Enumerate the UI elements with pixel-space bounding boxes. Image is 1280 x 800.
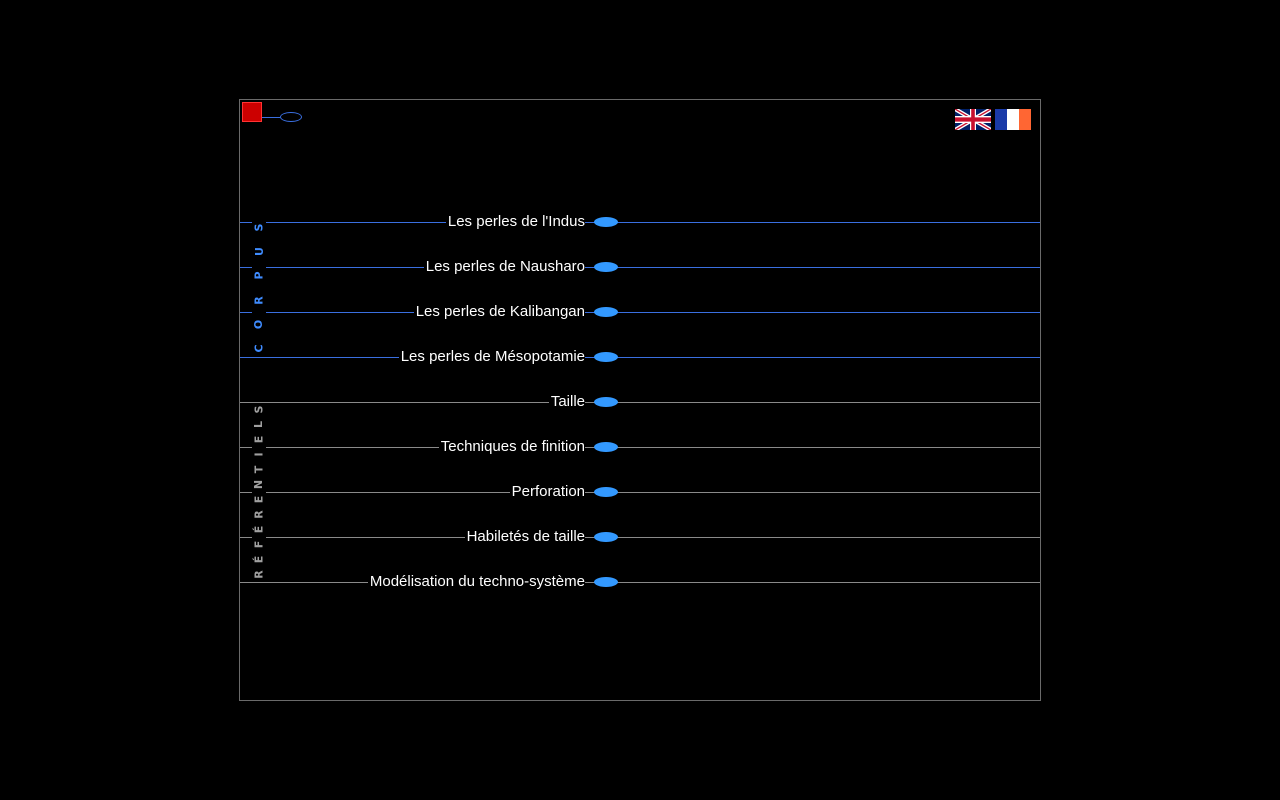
section-label-letter: S (252, 405, 266, 414)
menu-item-perforation[interactable]: Perforation (240, 480, 1040, 504)
menu-item-label[interactable]: Les perles de Kalibangan (413, 303, 585, 320)
menu-item-modelisation-techno-systeme[interactable]: Modélisation du techno-système (240, 570, 1040, 594)
section-label-letter: O (252, 319, 266, 329)
bullet-icon[interactable] (594, 577, 618, 587)
menu-item-label[interactable]: Taille (548, 393, 585, 410)
home-square-icon[interactable] (242, 102, 262, 122)
france-flag-icon[interactable] (995, 109, 1031, 130)
corpus-section-label: S U P R O C (252, 222, 266, 354)
menu-item-taille[interactable]: Taille (240, 390, 1040, 414)
section-label-letter: U (252, 247, 266, 257)
section-label-letter: C (252, 344, 266, 353)
row-line (240, 267, 1040, 268)
row-line (240, 357, 1040, 358)
menu-item-label[interactable]: Les perles de Mésopotamie (398, 348, 585, 365)
menu-item-perles-mesopotamie[interactable]: Les perles de Mésopotamie (240, 345, 1040, 369)
menu-item-label[interactable]: Les perles de l'Indus (445, 213, 585, 230)
menu-item-label[interactable]: Perforation (509, 483, 585, 500)
menu-item-techniques-finition[interactable]: Techniques de finition (240, 435, 1040, 459)
bullet-icon[interactable] (594, 352, 618, 362)
section-label-letter: E (252, 495, 266, 504)
row-line (240, 492, 1040, 493)
section-label-letter: L (252, 420, 266, 429)
section-label-letter: S (252, 223, 266, 232)
menu-item-label[interactable]: Modélisation du techno-système (367, 573, 585, 590)
bullet-icon[interactable] (594, 397, 618, 407)
menu-item-habiletes-taille[interactable]: Habiletés de taille (240, 525, 1040, 549)
bullet-icon[interactable] (594, 307, 618, 317)
oval-nav-icon[interactable] (280, 112, 302, 122)
section-label-letter: F (252, 540, 266, 549)
section-label-letter: R (252, 295, 266, 305)
menu-item-perles-kalibangan[interactable]: Les perles de Kalibangan (240, 300, 1040, 324)
section-label-letter: N (252, 479, 266, 490)
uk-flag-icon[interactable] (955, 109, 991, 130)
section-label-letter: E (252, 435, 266, 444)
section-label-letter: I (252, 452, 266, 457)
menu-item-perles-indus[interactable]: Les perles de l'Indus (240, 210, 1040, 234)
bullet-icon[interactable] (594, 217, 618, 227)
row-line (240, 312, 1040, 313)
row-line (240, 402, 1040, 403)
section-label-letter: R (252, 570, 266, 579)
menu-item-label[interactable]: Techniques de finition (438, 438, 585, 455)
row-line (240, 537, 1040, 538)
row-line (240, 222, 1040, 223)
menu-item-label[interactable]: Habiletés de taille (464, 528, 585, 545)
main-frame: Les perles de l'Indus Les perles de Naus… (239, 99, 1041, 701)
section-label-letter: P (252, 271, 266, 280)
bullet-icon[interactable] (594, 262, 618, 272)
home-connector-line (262, 117, 280, 118)
row-line (240, 447, 1040, 448)
menu-item-perles-nausharo[interactable]: Les perles de Nausharo (240, 255, 1040, 279)
menu-item-label[interactable]: Les perles de Nausharo (423, 258, 585, 275)
row-line (240, 582, 1040, 583)
bullet-icon[interactable] (594, 442, 618, 452)
section-label-letter: É (252, 525, 266, 534)
section-label-letter: R (252, 510, 266, 519)
bullet-icon[interactable] (594, 487, 618, 497)
section-label-letter: T (252, 465, 266, 474)
section-label-letter: É (252, 555, 266, 564)
bullet-icon[interactable] (594, 532, 618, 542)
